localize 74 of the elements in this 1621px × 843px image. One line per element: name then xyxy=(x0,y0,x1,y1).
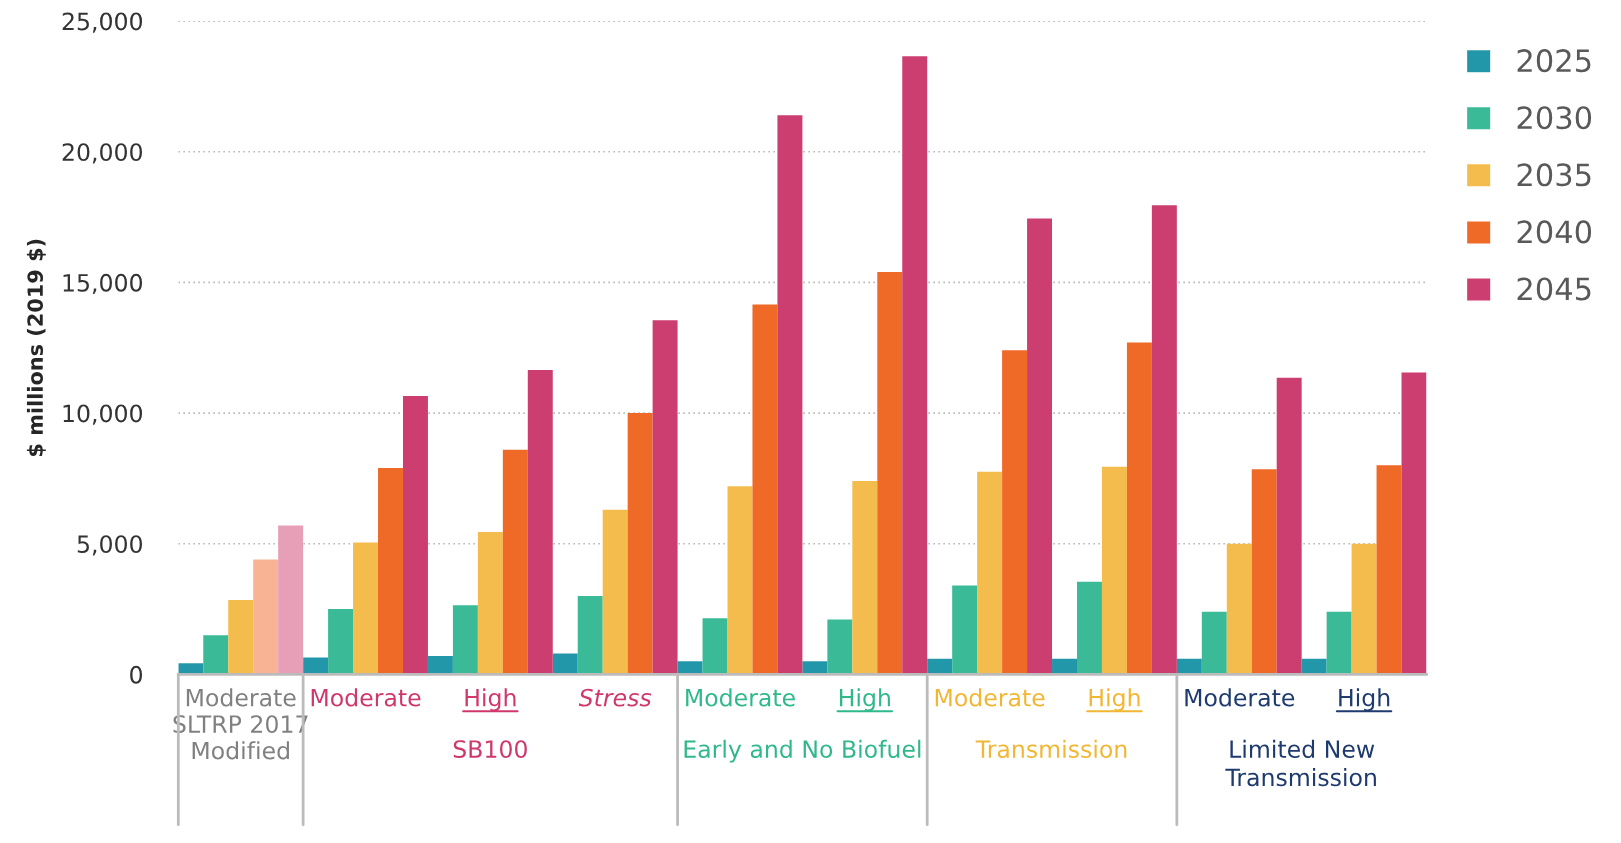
legend-label: 2045 xyxy=(1517,277,1591,301)
bar xyxy=(677,661,703,675)
bar xyxy=(228,599,254,675)
bar xyxy=(452,605,478,675)
y-tick-label: 25,000 xyxy=(62,12,143,33)
bar xyxy=(1251,469,1277,675)
bar xyxy=(1326,611,1352,675)
x-tick-label: High xyxy=(1339,688,1390,712)
x-tick-label: Moderate xyxy=(1185,688,1295,707)
bar xyxy=(1027,218,1053,675)
bar xyxy=(328,609,354,675)
bar xyxy=(727,486,753,675)
bar xyxy=(552,653,578,675)
bar xyxy=(977,471,1003,675)
bar xyxy=(502,449,528,675)
text: Early and No Biofuel xyxy=(684,739,921,763)
y-axis-title: $ millions (2019 $) xyxy=(26,239,46,456)
bar xyxy=(303,657,329,675)
bar xyxy=(1101,466,1127,675)
bar xyxy=(1002,350,1028,675)
x-tick-label: High xyxy=(465,688,516,712)
x-tick-label: Moderate xyxy=(686,688,795,707)
bar xyxy=(1126,342,1152,675)
bar xyxy=(852,481,878,675)
bar xyxy=(477,531,503,675)
bar xyxy=(877,271,903,675)
bar xyxy=(827,619,853,675)
bar xyxy=(802,661,828,675)
bar xyxy=(427,656,453,675)
bar xyxy=(278,525,304,675)
bar xyxy=(353,542,379,675)
bar xyxy=(752,304,778,675)
legend-label: 2025 xyxy=(1517,49,1591,73)
legend-label: 2030 xyxy=(1517,106,1592,130)
legend-label: 2035 xyxy=(1517,163,1591,187)
bar xyxy=(1301,658,1327,675)
y-tick-label: 20,000 xyxy=(62,143,143,164)
bar xyxy=(902,56,928,675)
bar xyxy=(1076,581,1102,675)
legend-label: 2040 xyxy=(1517,220,1592,244)
bar xyxy=(577,596,603,675)
bar xyxy=(777,115,803,675)
bar xyxy=(1401,372,1427,675)
y-tick-label: 5,000 xyxy=(77,535,143,556)
x-tick-label: High xyxy=(839,688,890,712)
bar xyxy=(1176,658,1202,675)
x-tick-label: Stress xyxy=(578,688,652,707)
x-tick-label: Moderate xyxy=(311,688,421,707)
x-tick-label: Moderate xyxy=(935,688,1045,707)
bar xyxy=(378,467,403,675)
bar xyxy=(402,396,428,675)
bar xyxy=(1201,611,1227,675)
bar xyxy=(702,618,728,675)
x-tick-label: High xyxy=(1089,688,1140,712)
bar xyxy=(527,369,553,675)
bar xyxy=(952,585,978,675)
text: SB100 xyxy=(453,740,527,759)
bar xyxy=(1151,205,1177,675)
bar xyxy=(1276,377,1302,675)
bar xyxy=(927,658,953,675)
bar xyxy=(253,559,279,675)
bar xyxy=(203,635,229,675)
bar xyxy=(602,509,628,675)
y-tick-label: 10,000 xyxy=(63,404,143,425)
bar xyxy=(1376,465,1402,675)
bar xyxy=(1351,543,1377,675)
bar xyxy=(627,413,653,675)
bar xyxy=(652,320,678,675)
bar xyxy=(1052,658,1077,675)
text: Limited New Transmission xyxy=(1225,739,1376,787)
y-tick-label: 15,000 xyxy=(63,273,143,295)
y-tick-label: 0 xyxy=(130,665,143,684)
text: Transmission xyxy=(975,739,1127,759)
bar xyxy=(1226,543,1252,675)
